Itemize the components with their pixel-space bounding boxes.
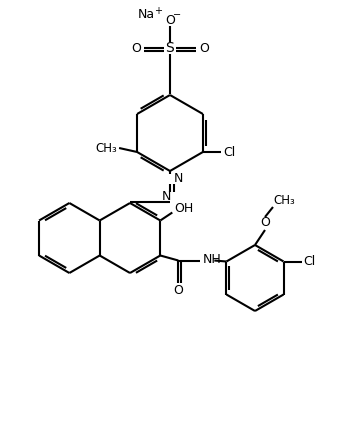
Text: Cl: Cl [223, 145, 235, 158]
Text: CH₃: CH₃ [273, 194, 295, 207]
Text: Cl: Cl [303, 255, 316, 268]
Text: N: N [174, 172, 183, 185]
Text: S: S [166, 41, 174, 55]
Text: NH: NH [202, 253, 221, 266]
Text: O: O [260, 216, 270, 229]
Text: O: O [131, 42, 141, 55]
Text: CH₃: CH₃ [95, 142, 117, 155]
Text: O: O [174, 284, 183, 297]
Text: +: + [154, 6, 162, 16]
Text: OH: OH [174, 202, 194, 215]
Text: O: O [199, 42, 209, 55]
Text: −: − [173, 10, 181, 20]
Text: O: O [165, 13, 175, 26]
Text: Na: Na [138, 9, 155, 22]
Text: N: N [162, 191, 171, 204]
